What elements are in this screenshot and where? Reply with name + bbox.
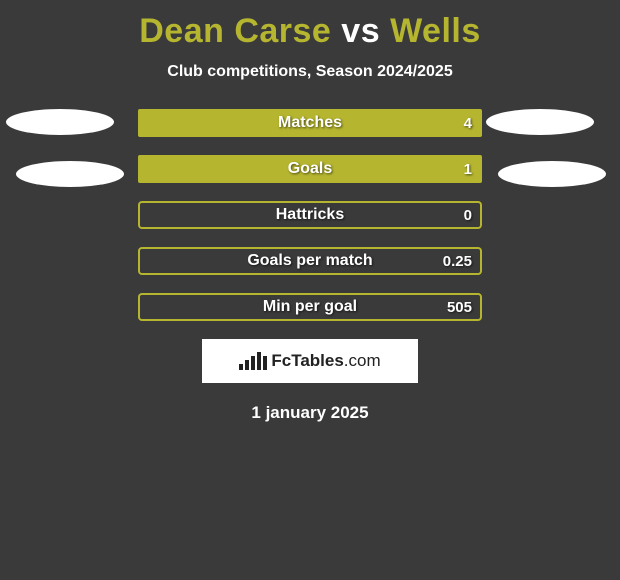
decorative-ellipse bbox=[16, 161, 124, 187]
bar-fill bbox=[138, 109, 482, 137]
brand-domain: .com bbox=[344, 351, 381, 370]
player1-name: Dean Carse bbox=[139, 12, 331, 50]
bar-chart-icon bbox=[239, 352, 267, 370]
page-title: Dean Carse vs Wells bbox=[0, 0, 620, 51]
bar-outline bbox=[138, 247, 482, 275]
stat-row: Hattricks0 bbox=[138, 201, 482, 229]
brand-text: FcTables.com bbox=[271, 351, 380, 371]
decorative-ellipse bbox=[6, 109, 114, 135]
brand-box: FcTables.com bbox=[202, 339, 418, 383]
bar-outline bbox=[138, 201, 482, 229]
date-text: 1 january 2025 bbox=[0, 403, 620, 423]
decorative-ellipse bbox=[486, 109, 594, 135]
brand-name: FcTables bbox=[271, 351, 343, 370]
stat-row: Goals per match0.25 bbox=[138, 247, 482, 275]
subtitle: Club competitions, Season 2024/2025 bbox=[0, 63, 620, 81]
stat-row: Min per goal505 bbox=[138, 293, 482, 321]
bar-outline bbox=[138, 293, 482, 321]
chart-area: Matches4 Goals1 Hattricks0 Goals per match0… bbox=[0, 109, 620, 321]
stat-row: Goals1 bbox=[138, 155, 482, 183]
bar-fill bbox=[138, 155, 482, 183]
player2-name: Wells bbox=[390, 12, 481, 50]
stat-row: Matches4 bbox=[138, 109, 482, 137]
vs-text: vs bbox=[341, 12, 380, 50]
decorative-ellipse bbox=[498, 161, 606, 187]
